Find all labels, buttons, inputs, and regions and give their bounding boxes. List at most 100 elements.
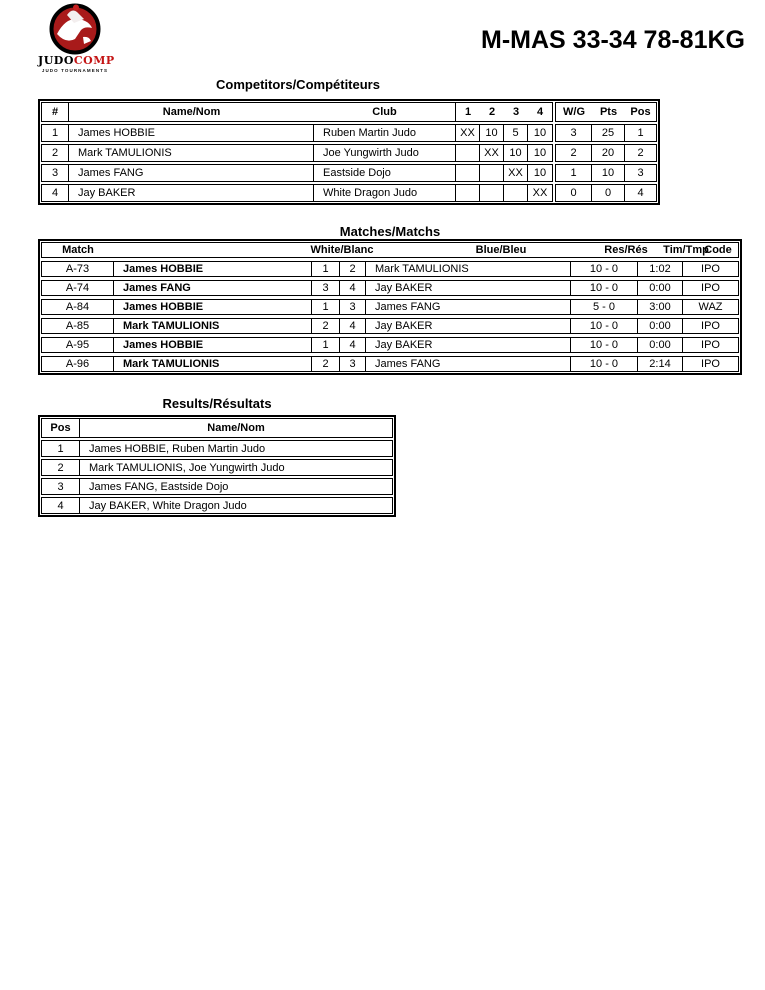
competitors-heading: Competitors/Compétiteurs (216, 77, 380, 92)
blue-competitor: James FANG (366, 300, 571, 314)
match-number: A-85 (42, 319, 114, 333)
blue-seed: 4 (340, 319, 366, 333)
match-result: 10 - 0 (571, 319, 638, 333)
matches-table: Match White/Blanc Blue/Bleu Res/Rés Tim/… (38, 239, 742, 375)
col-header-pos: Pos (630, 106, 651, 118)
match-result: 10 - 0 (571, 338, 638, 352)
col-header-pos: Pos (42, 419, 80, 437)
result-position: 4 (42, 498, 80, 513)
result-name: Jay BAKER, White Dragon Judo (89, 499, 247, 512)
competitor-club: Ruben Martin Judo (314, 125, 456, 141)
match-time: 3:00 (638, 300, 683, 314)
match-row: A-84 James HOBBIE 1 3 James FANG 5 - 0 3… (41, 299, 739, 315)
blue-competitor: James FANG (366, 357, 571, 371)
result-row: 4 Jay BAKER, White Dragon Judo (41, 497, 393, 514)
competitor-position: 1 (637, 127, 644, 139)
score-cell: XX (456, 125, 480, 141)
white-competitor: James HOBBIE (114, 262, 312, 276)
col-header-4: 4 (536, 106, 544, 118)
score-cell: 10 (504, 145, 528, 161)
match-result: 10 - 0 (571, 357, 638, 371)
competitor-row: 2 Mark TAMULIONIS Joe Yungwirth Judo XX … (41, 144, 657, 162)
col-header-1: 1 (464, 106, 472, 118)
competitor-position: 3 (637, 167, 644, 179)
match-number: A-73 (42, 262, 114, 276)
matches-header-row: Match White/Blanc Blue/Bleu Res/Rés Tim/… (41, 242, 739, 258)
match-time: 1:02 (638, 262, 683, 276)
competitor-points: 25 (592, 125, 625, 141)
competitor-row: 4 Jay BAKER White Dragon Judo XX 0 0 4 (41, 184, 657, 202)
match-result: 5 - 0 (571, 300, 638, 314)
matches-heading: Matches/Matchs (339, 224, 441, 239)
white-seed: 3 (312, 281, 340, 295)
page-title: M-MAS 33-34 78-81KG (481, 26, 745, 54)
score-cell: 10 (480, 125, 504, 141)
white-competitor: Mark TAMULIONIS (114, 357, 312, 371)
match-code: WAZ (698, 301, 723, 313)
blue-seed: 4 (340, 338, 366, 352)
score-cell: 5 (504, 125, 528, 141)
col-header-tim: Tim/Tmp (663, 244, 709, 256)
white-seed: 2 (312, 357, 340, 371)
match-number: A-96 (42, 357, 114, 371)
match-row: A-74 James FANG 3 4 Jay BAKER 10 - 0 0:0… (41, 280, 739, 296)
col-header-wg: W/G (563, 106, 585, 118)
competitor-club: Eastside Dojo (314, 165, 456, 181)
score-cell: XX (532, 187, 548, 199)
competitors-table: # Name/Nom Club 1 2 3 4 W/G Pts Pos 1 Ja… (38, 99, 660, 205)
match-code: IPO (701, 320, 720, 332)
score-cell (456, 185, 480, 201)
col-header-2: 2 (488, 106, 496, 118)
match-number: A-74 (42, 281, 114, 295)
competitor-position: 4 (637, 187, 644, 199)
score-cell: 10 (533, 127, 547, 139)
result-row: 1 James HOBBIE, Ruben Martin Judo (41, 440, 393, 457)
results-header-row: Pos Name/Nom (41, 418, 393, 438)
score-cell (480, 165, 504, 181)
blue-seed: 4 (340, 281, 366, 295)
col-header-name: Name/Nom (207, 422, 265, 434)
blue-competitor: Jay BAKER (366, 338, 571, 352)
match-time: 0:00 (638, 281, 683, 295)
result-position: 2 (42, 460, 80, 475)
white-competitor: Mark TAMULIONIS (114, 319, 312, 333)
score-cell (456, 165, 480, 181)
match-code: IPO (701, 339, 720, 351)
competitor-club: White Dragon Judo (314, 185, 456, 201)
blue-seed: 3 (340, 357, 366, 371)
blue-competitor: Mark TAMULIONIS (366, 262, 571, 276)
result-row: 3 James FANG, Eastside Dojo (41, 478, 393, 495)
competitor-name: Jay BAKER (69, 185, 314, 201)
result-name: Mark TAMULIONIS, Joe Yungwirth Judo (89, 461, 285, 474)
match-time: 0:00 (638, 338, 683, 352)
logo-tagline: JUDO TOURNAMENTS (41, 68, 109, 73)
col-header-num: # (42, 103, 69, 121)
competitor-wins: 3 (556, 125, 592, 141)
match-time: 2:14 (638, 357, 683, 371)
competitor-name: Mark TAMULIONIS (69, 145, 314, 161)
result-row: 2 Mark TAMULIONIS, Joe Yungwirth Judo (41, 459, 393, 476)
match-result: 10 - 0 (571, 262, 638, 276)
competitor-points: 20 (592, 145, 625, 161)
logo-brand-text: JUDOCOMP (38, 54, 115, 67)
white-competitor: James HOBBIE (114, 300, 312, 314)
col-header-club: Club (314, 103, 456, 121)
col-header-res: Res/Rés (604, 244, 648, 256)
white-seed: 1 (312, 262, 340, 276)
competitor-number: 2 (42, 145, 69, 161)
col-header-match: Match (62, 244, 94, 256)
competitor-name: James HOBBIE (69, 125, 314, 141)
white-competitor: James HOBBIE (114, 338, 312, 352)
result-position: 3 (42, 479, 80, 494)
competitor-name: James FANG (69, 165, 314, 181)
competitor-position: 2 (637, 147, 644, 159)
match-row: A-95 James HOBBIE 1 4 Jay BAKER 10 - 0 0… (41, 337, 739, 353)
competitor-number: 1 (42, 125, 69, 141)
match-code: IPO (701, 263, 720, 275)
competitor-points: 10 (592, 165, 625, 181)
match-time: 0:00 (638, 319, 683, 333)
competitor-points: 0 (592, 185, 625, 201)
judo-throw-icon (38, 3, 112, 55)
result-name: James FANG, Eastside Dojo (89, 480, 229, 493)
match-row: A-96 Mark TAMULIONIS 2 3 James FANG 10 -… (41, 356, 739, 372)
